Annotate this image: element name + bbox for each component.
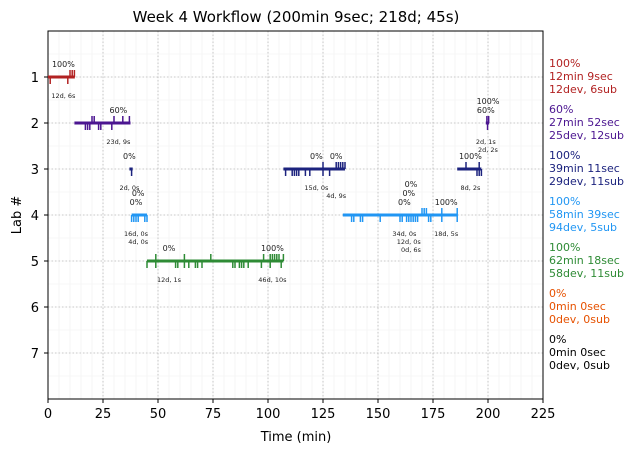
info-annotation: 15d, 0s [304, 184, 329, 192]
lab-summary-line: 25dev, 12sub [549, 129, 624, 142]
y-tick-label: 5 [31, 255, 39, 270]
y-tick-label: 3 [31, 163, 39, 178]
lab-summary-line: 100% [549, 195, 580, 208]
lab-summary-line: 58min 39sec [549, 208, 620, 221]
x-tick-label: 0 [44, 407, 52, 422]
info-annotation: 12d, 6s [51, 92, 76, 100]
percent-annotation: 0% [123, 152, 136, 161]
lab-summary-line: 12dev, 6sub [549, 83, 617, 96]
lab-summary-line: 27min 52sec [549, 116, 620, 129]
y-tick-label: 7 [31, 347, 39, 362]
lab-summary-line: 29dev, 11sub [549, 175, 624, 188]
percent-annotation: 0% [130, 198, 143, 207]
info-annotation: 16d, 0s [124, 230, 149, 238]
x-tick-label: 100 [256, 407, 281, 422]
percent-annotation: 0% [402, 189, 415, 198]
lab-summary-line: 58dev, 11sub [549, 267, 624, 280]
percent-annotation: 0% [330, 152, 343, 161]
x-tick-label: 225 [531, 407, 556, 422]
percent-annotation: 100% [435, 198, 458, 207]
lab-summary-line: 94dev, 5sub [549, 221, 617, 234]
x-tick-label: 25 [95, 407, 112, 422]
info-annotation: 2d, 2s [478, 146, 499, 154]
info-annotation: 2d, 1s [476, 138, 497, 146]
lab-summary-line: 100% [549, 149, 580, 162]
info-annotation: 8d, 2s [460, 184, 481, 192]
lab-summary-line: 100% [549, 241, 580, 254]
x-tick-label: 125 [311, 407, 336, 422]
lab-summary-line: 60% [549, 103, 573, 116]
lab-summary-line: 62min 18sec [549, 254, 620, 267]
y-tick-label: 2 [31, 117, 39, 132]
percent-annotation: 0% [405, 180, 418, 189]
info-annotation: 12d, 1s [157, 276, 182, 284]
percent-annotation: 100% [477, 97, 500, 106]
info-annotation: 2d, 0s [119, 184, 140, 192]
percent-annotation: 0% [163, 244, 176, 253]
lab-summary-line: 12min 9sec [549, 70, 613, 83]
y-tick-label: 4 [31, 209, 39, 224]
percent-annotation: 0% [132, 189, 145, 198]
x-axis-label: Time (min) [260, 430, 332, 445]
lab-summary-line: 0min 0sec [549, 346, 606, 359]
y-axis-label: Lab # [10, 196, 25, 235]
x-tick-label: 150 [366, 407, 391, 422]
info-annotation: 46d, 10s [258, 276, 287, 284]
info-annotation: 4d, 9s [326, 192, 347, 200]
lab-summary-line: 39min 11sec [549, 162, 620, 175]
info-annotation: 23d, 9s [106, 138, 131, 146]
y-tick-label: 6 [31, 301, 39, 316]
percent-annotation: 60% [477, 106, 495, 115]
percent-annotation: 100% [261, 244, 284, 253]
lab-summary-line: 0min 0sec [549, 300, 606, 313]
y-tick-label: 1 [31, 71, 39, 86]
percent-annotation: 0% [398, 198, 411, 207]
x-tick-label: 50 [150, 407, 167, 422]
info-annotation: 34d, 0s [392, 230, 417, 238]
x-tick-label: 175 [421, 407, 446, 422]
chart-title: Week 4 Workflow (200min 9sec; 218d; 45s) [133, 8, 460, 26]
x-tick-label: 200 [476, 407, 501, 422]
percent-annotation: 60% [110, 106, 128, 115]
lab-summary-line: 0dev, 0sub [549, 359, 610, 372]
info-annotation: 12d, 0s [397, 238, 422, 246]
info-annotation: 0d, 6s [401, 246, 422, 254]
plot-frame [47, 30, 544, 400]
info-annotation: 4d, 0s [128, 238, 149, 246]
percent-annotation: 100% [52, 60, 75, 69]
percent-annotation: 0% [310, 152, 323, 161]
percent-annotation: 100% [459, 152, 482, 161]
x-tick-label: 75 [205, 407, 222, 422]
lab-summary-line: 0% [549, 333, 566, 346]
lab-summary-line: 0dev, 0sub [549, 313, 610, 326]
lab-summary-line: 0% [549, 287, 566, 300]
lab-summary-line: 100% [549, 57, 580, 70]
info-annotation: 18d, 5s [434, 230, 459, 238]
